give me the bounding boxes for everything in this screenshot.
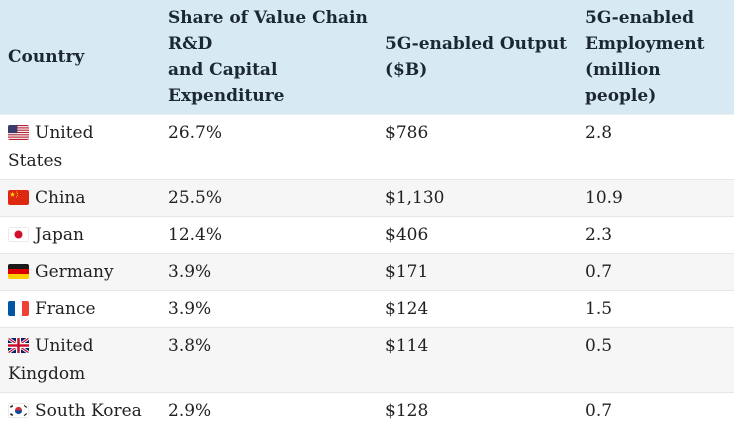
country-cell: Germany	[0, 254, 160, 291]
column-header-country: Country	[0, 0, 160, 115]
united-states-flag-icon	[8, 125, 29, 140]
country-label: France	[35, 299, 96, 319]
table-header: Country Share of Value Chain R&D and Cap…	[0, 0, 734, 115]
country-cell: South Korea	[0, 393, 160, 429]
employment-cell: 2.8	[577, 115, 734, 180]
country-label: Germany	[35, 262, 114, 282]
share-cell: 2.9%	[160, 393, 377, 429]
country-label: Japan	[35, 225, 84, 245]
output-cell: $124	[377, 291, 577, 328]
table-row: France 3.9% $124 1.5	[0, 291, 734, 328]
employment-cell: 0.7	[577, 393, 734, 429]
country-cell: France	[0, 291, 160, 328]
employment-cell: 2.3	[577, 217, 734, 254]
column-header-output: 5G-enabled Output ($B)	[377, 0, 577, 115]
table-row: United Kingdom 3.8% $114 0.5	[0, 328, 734, 393]
france-flag-icon	[8, 301, 29, 316]
output-cell: $128	[377, 393, 577, 429]
country-cell: Japan	[0, 217, 160, 254]
column-header-employment: 5G-enabled Employment (million people)	[577, 0, 734, 115]
column-header-share-value-chain: Share of Value Chain R&D and Capital Exp…	[160, 0, 377, 115]
output-cell: $406	[377, 217, 577, 254]
share-cell: 3.9%	[160, 254, 377, 291]
united-kingdom-flag-icon	[8, 338, 29, 353]
country-cell: United States	[0, 115, 160, 180]
table-row: China 25.5% $1,130 10.9	[0, 180, 734, 217]
share-cell: 12.4%	[160, 217, 377, 254]
country-cell: China	[0, 180, 160, 217]
share-cell: 3.8%	[160, 328, 377, 393]
employment-cell: 0.7	[577, 254, 734, 291]
japan-flag-icon	[8, 227, 29, 242]
south-korea-flag-icon	[8, 403, 29, 418]
share-cell: 25.5%	[160, 180, 377, 217]
output-cell: $171	[377, 254, 577, 291]
table-row: Germany 3.9% $171 0.7	[0, 254, 734, 291]
table-row: Japan 12.4% $406 2.3	[0, 217, 734, 254]
share-cell: 26.7%	[160, 115, 377, 180]
employment-cell: 1.5	[577, 291, 734, 328]
country-cell: United Kingdom	[0, 328, 160, 393]
table-row: United States 26.7% $786 2.8	[0, 115, 734, 180]
china-flag-icon	[8, 190, 29, 205]
output-cell: $786	[377, 115, 577, 180]
country-label: South Korea	[35, 401, 142, 421]
country-label: China	[35, 188, 85, 208]
employment-cell: 0.5	[577, 328, 734, 393]
germany-flag-icon	[8, 264, 29, 279]
table-row: South Korea 2.9% $128 0.7	[0, 393, 734, 429]
output-cell: $114	[377, 328, 577, 393]
employment-cell: 10.9	[577, 180, 734, 217]
output-cell: $1,130	[377, 180, 577, 217]
share-cell: 3.9%	[160, 291, 377, 328]
